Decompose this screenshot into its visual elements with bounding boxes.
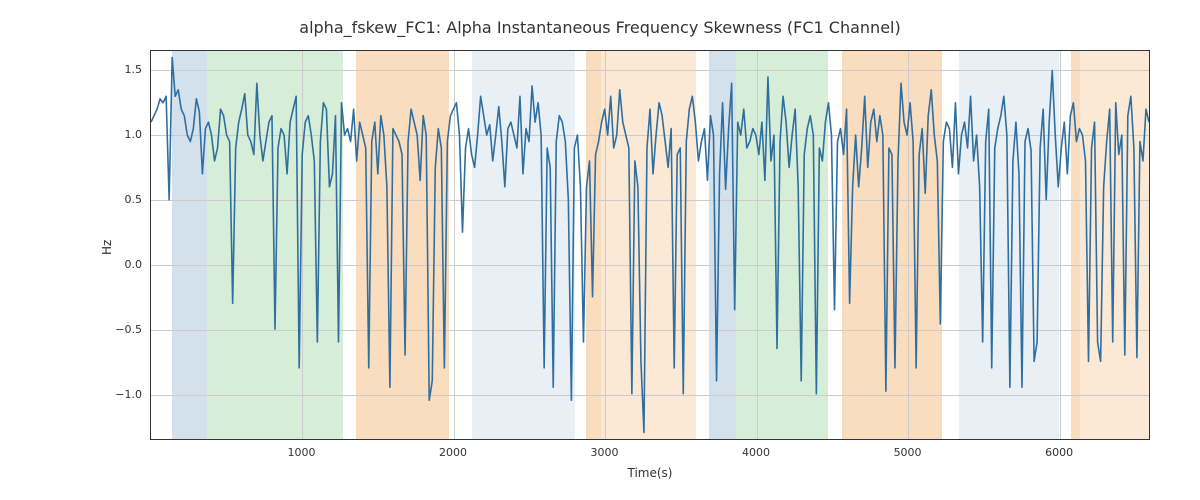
y-tick-label: −1.0 — [115, 388, 142, 401]
x-tick-label: 4000 — [738, 446, 774, 459]
x-tick-label: 3000 — [587, 446, 623, 459]
y-tick-label: −0.5 — [115, 323, 142, 336]
y-tick-label: 1.5 — [125, 63, 143, 76]
y-tick-label: 0.0 — [125, 258, 143, 271]
x-tick-label: 2000 — [435, 446, 471, 459]
plot-area — [150, 50, 1150, 440]
figure: alpha_fskew_FC1: Alpha Instantaneous Fre… — [0, 0, 1200, 500]
x-tick-label: 6000 — [1041, 446, 1077, 459]
x-tick-label: 5000 — [890, 446, 926, 459]
y-tick-label: 1.0 — [125, 128, 143, 141]
x-axis-label: Time(s) — [150, 466, 1150, 480]
line-series — [151, 51, 1149, 439]
y-tick-label: 0.5 — [125, 193, 143, 206]
chart-title: alpha_fskew_FC1: Alpha Instantaneous Fre… — [0, 18, 1200, 37]
series-line — [151, 57, 1149, 432]
x-tick-label: 1000 — [284, 446, 320, 459]
y-axis-label: Hz — [100, 240, 114, 255]
